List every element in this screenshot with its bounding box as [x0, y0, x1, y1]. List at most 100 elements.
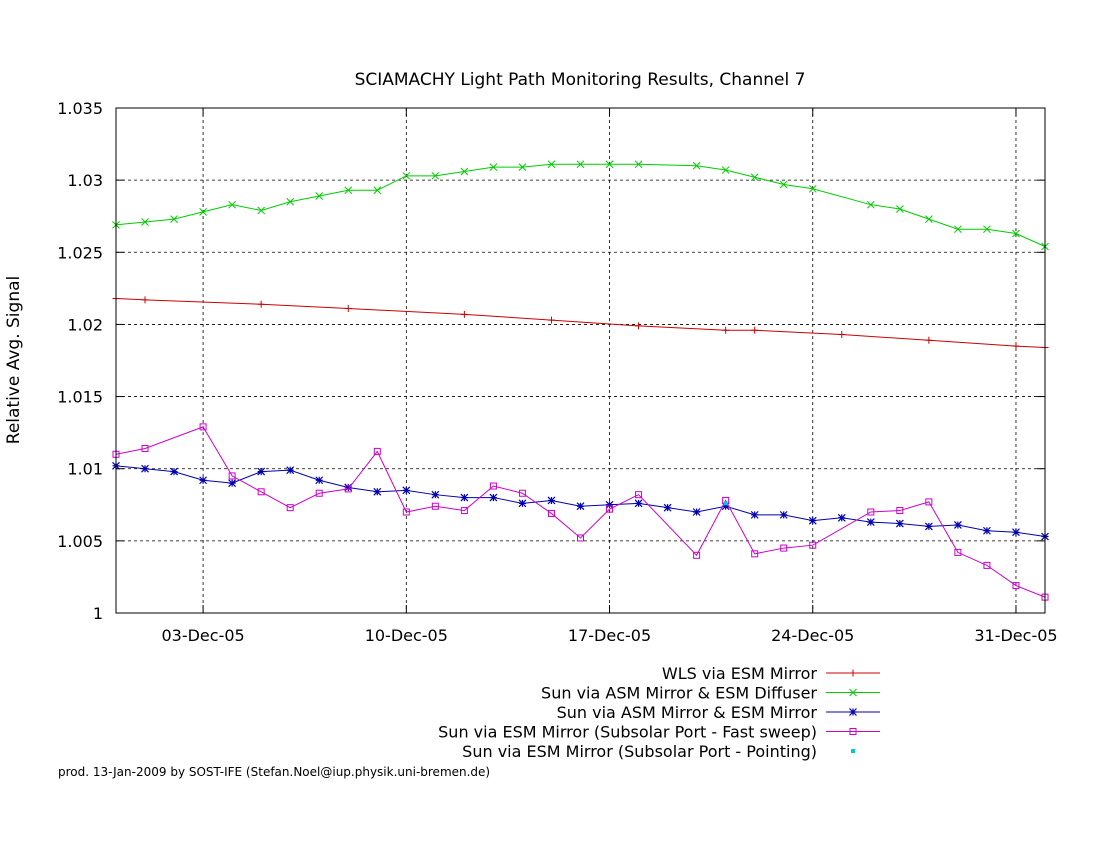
data-point — [257, 488, 265, 496]
data-point — [228, 472, 236, 480]
series-1 — [112, 160, 1049, 251]
data-point — [576, 160, 585, 169]
legend-marker — [849, 728, 857, 735]
data-point — [954, 548, 962, 556]
data-point — [315, 192, 324, 200]
data-point — [838, 331, 846, 339]
series-2 — [112, 461, 1049, 541]
data-point — [895, 205, 904, 213]
data-point — [808, 516, 817, 525]
data-point — [547, 509, 555, 517]
data-point — [547, 160, 556, 169]
data-point — [1012, 528, 1020, 537]
data-point — [750, 173, 759, 182]
legend-label: Sun via ASM Mirror & ESM Diffuser — [541, 684, 817, 703]
series-4 — [723, 501, 728, 506]
data-point — [605, 160, 614, 169]
data-point — [1012, 342, 1020, 350]
data-point — [809, 541, 817, 549]
data-point — [286, 466, 295, 475]
data-point — [402, 508, 410, 516]
series-3 — [112, 423, 1049, 601]
data-point — [344, 186, 353, 195]
data-point — [344, 305, 352, 313]
data-point — [751, 550, 759, 558]
data-point — [315, 489, 323, 497]
data-point — [808, 184, 817, 193]
data-point — [693, 551, 701, 559]
legend-marker — [849, 688, 857, 697]
series-line — [115, 297, 1046, 349]
data-point — [344, 485, 352, 493]
plot-frame — [115, 107, 1046, 614]
x-tick-label: 31-Dec-05 — [974, 626, 1057, 645]
data-point — [866, 518, 875, 527]
data-point — [170, 467, 178, 476]
data-point — [489, 482, 497, 490]
data-point — [750, 510, 759, 519]
series-line — [115, 426, 1046, 598]
data-point — [257, 467, 266, 476]
y-tick-label: 1 — [93, 604, 103, 623]
data-point — [460, 310, 468, 318]
y-tick-label: 1.02 — [67, 315, 103, 334]
data-point — [663, 503, 672, 512]
legend-marker — [849, 669, 857, 677]
data-point — [779, 180, 788, 189]
data-point — [228, 479, 237, 488]
data-point — [983, 561, 991, 569]
data-point — [286, 197, 295, 206]
x-tick-label: 10-Dec-05 — [365, 626, 448, 645]
data-point — [431, 502, 439, 510]
data-point — [170, 215, 178, 223]
data-point — [634, 160, 643, 169]
y-axis-label: Relative Avg. Signal — [4, 276, 24, 444]
data-point — [924, 522, 933, 531]
data-point — [895, 519, 904, 528]
data-point — [518, 489, 526, 497]
data-point — [373, 186, 382, 195]
data-point — [344, 483, 353, 492]
data-point — [576, 502, 585, 511]
data-point — [286, 504, 294, 512]
data-point — [460, 493, 469, 502]
data-point — [605, 500, 614, 509]
data-point — [518, 163, 527, 172]
data-point — [431, 171, 440, 180]
data-point — [954, 225, 962, 234]
data-point — [460, 507, 468, 515]
data-point — [402, 486, 411, 495]
data-point — [489, 493, 498, 502]
data-point — [635, 322, 643, 330]
data-point — [634, 499, 643, 508]
data-point — [199, 208, 207, 216]
data-point — [983, 526, 991, 535]
data-point — [606, 505, 614, 513]
x-tick-label: 17-Dec-05 — [568, 626, 651, 645]
data-point — [983, 225, 991, 234]
x-tick-label: 24-Dec-05 — [771, 626, 854, 645]
data-point — [547, 316, 555, 324]
y-tick-label: 1.025 — [57, 243, 103, 262]
data-point — [373, 487, 382, 496]
data-point — [431, 490, 440, 499]
data-point — [257, 300, 265, 308]
data-point — [141, 445, 149, 453]
legend-label: Sun via ASM Mirror & ESM Mirror — [557, 703, 818, 722]
data-point — [722, 326, 730, 334]
grid-lines — [116, 108, 1045, 613]
data-point — [577, 534, 584, 542]
data-point — [402, 171, 411, 180]
series-0 — [112, 294, 1049, 352]
legend-label: WLS via ESM Mirror — [662, 664, 818, 683]
data-point — [141, 464, 149, 473]
production-credit: prod. 13-Jan-2009 by SOST-IFE (Stefan.No… — [58, 765, 490, 779]
data-point — [199, 476, 208, 485]
chart-title: SCIAMACHY Light Path Monitoring Results,… — [355, 70, 806, 90]
data-point — [751, 326, 759, 334]
y-tick-label: 1.005 — [57, 532, 103, 551]
series-line — [115, 163, 1046, 247]
data-point — [1012, 582, 1020, 590]
data-point — [780, 544, 788, 552]
